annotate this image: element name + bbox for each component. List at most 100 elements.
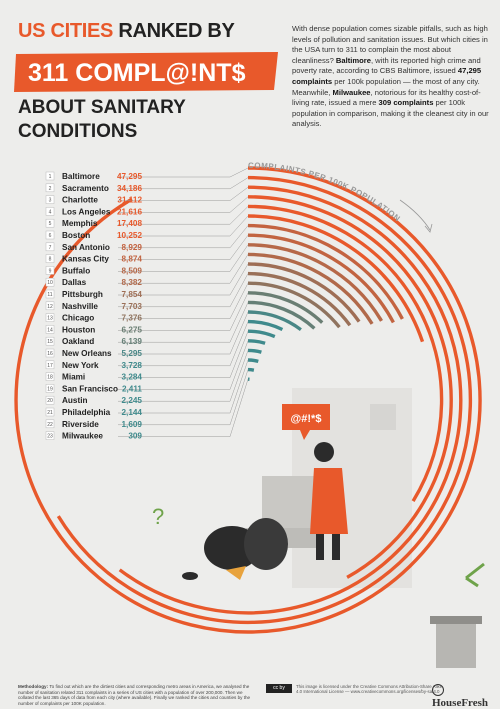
question-mark-icon: ?	[152, 504, 164, 529]
rank-number: 10	[47, 280, 53, 286]
city-label: Houston	[62, 325, 95, 334]
cc-license-badge: cc by	[266, 684, 292, 693]
value-label: 8,509	[122, 266, 143, 275]
radial-bar-chart: @#!*$ ? 1 Baltimore 47,295 2 Sacramento 34,18…	[0, 150, 500, 682]
axis-arrow	[400, 200, 430, 230]
rank-number: 20	[47, 398, 53, 404]
title-banner: 311 COMPL@!NT$	[14, 52, 280, 92]
city-label: San Francisco	[62, 384, 118, 393]
city-label: Kansas City	[62, 255, 109, 264]
intro-highlight: 309 complaints	[379, 98, 434, 107]
arc-bar	[248, 341, 265, 344]
value-label: 2,411	[122, 384, 142, 393]
rat	[182, 572, 198, 580]
intro-highlight: Milwaukee	[333, 88, 371, 97]
methodology-label: Methodology:	[18, 684, 48, 689]
value-label: 3,284	[122, 373, 143, 382]
title-line-3: ABOUT SANITARY CONDITIONS	[18, 96, 248, 144]
city-label: Dallas	[62, 278, 87, 287]
city-label: Boston	[62, 231, 90, 240]
arc-bar	[248, 370, 254, 371]
city-label: Pittsburgh	[62, 290, 103, 299]
city-label: New Orleans	[62, 349, 112, 358]
rank-number: 1	[49, 174, 52, 180]
value-label: 8,929	[122, 243, 143, 252]
value-label: 7,703	[122, 302, 143, 311]
rank-number: 16	[47, 351, 53, 357]
city-label: Philadelphia	[62, 408, 111, 417]
brand-logo: HouseFresh	[432, 684, 500, 709]
rank-number: 8	[49, 257, 52, 263]
city-label: Oakland	[62, 337, 94, 346]
methodology-note: Methodology: To find out which are the d…	[18, 684, 254, 706]
rank-number: 7	[49, 245, 52, 251]
rank-number: 11	[47, 292, 52, 298]
city-label: Chicago	[62, 314, 94, 323]
city-label: Buffalo	[62, 266, 90, 275]
value-label: 5,295	[122, 349, 143, 358]
city-labels: 1 Baltimore 47,295 2 Sacramento 34,186 3 Charlo…	[46, 172, 142, 441]
intro-highlight: Baltimore	[336, 56, 371, 65]
city-label: Los Angeles	[62, 207, 111, 216]
value-label: 309	[128, 432, 142, 441]
rank-number: 13	[47, 316, 53, 322]
person-leg	[332, 534, 340, 560]
value-label: 6,139	[122, 337, 143, 346]
value-label: 21,616	[117, 207, 142, 216]
value-label: 6,275	[122, 325, 143, 334]
rank-number: 14	[47, 327, 53, 333]
license-text: This image is licensed under the Creativ…	[296, 684, 446, 695]
person-head	[314, 442, 334, 462]
rank-number: 23	[47, 434, 53, 440]
rank-number: 18	[47, 375, 53, 381]
intro-paragraph: With dense population comes sizable pitf…	[292, 24, 492, 130]
city-label: Sacramento	[62, 184, 109, 193]
banner-text: 311 COMPL@!NT$	[28, 59, 246, 87]
value-label: 3,728	[122, 361, 143, 370]
rank-number: 17	[47, 363, 53, 369]
arc-bar	[248, 331, 275, 336]
brand-name: HouseFresh	[432, 697, 488, 709]
value-label: 34,186	[117, 184, 142, 193]
rank-number: 21	[47, 410, 53, 416]
title-rest: RANKED BY	[118, 20, 234, 42]
city-label: Riverside	[62, 420, 99, 429]
rank-number: 22	[47, 422, 53, 428]
arc-bar	[248, 302, 314, 328]
value-label: 17,408	[117, 219, 142, 228]
title-line-1: US CITIES RANKED BY	[18, 20, 235, 43]
brand-logo-icon	[432, 684, 444, 696]
rank-number: 4	[49, 209, 52, 215]
value-label: 8,382	[122, 278, 143, 287]
person-leg	[316, 534, 324, 560]
value-label: 1,609	[122, 420, 143, 429]
rank-number: 6	[49, 233, 52, 239]
rank-number: 15	[47, 339, 53, 345]
rank-number: 12	[47, 304, 53, 310]
value-label: 31,112	[117, 196, 142, 205]
speech-bubble-text: @#!*$	[291, 413, 322, 425]
rank-number: 5	[49, 221, 52, 227]
arc-bar	[248, 350, 261, 352]
city-label: Austin	[62, 396, 87, 405]
methodology-text: To find out which are the dirtiest citie…	[18, 684, 250, 706]
arc-bar	[248, 322, 282, 330]
title-accent: US CITIES	[18, 20, 113, 42]
building-window	[370, 404, 396, 430]
trash-can	[436, 624, 476, 668]
city-label: Baltimore	[62, 172, 100, 181]
value-label: 10,252	[117, 231, 142, 240]
value-label: 47,295	[117, 172, 142, 181]
rank-number: 19	[47, 386, 53, 392]
rank-number: 9	[49, 268, 52, 274]
rank-number: 3	[49, 198, 52, 204]
city-label: San Antonio	[62, 243, 110, 252]
trash-can-lid	[430, 616, 482, 624]
city-label: Charlotte	[62, 196, 98, 205]
arc-bar	[248, 293, 322, 323]
city-label: Nashville	[62, 302, 98, 311]
arrow-icon	[466, 564, 484, 586]
rank-number: 2	[49, 186, 52, 192]
value-label: 2,144	[122, 408, 143, 417]
trash-bag	[244, 518, 288, 570]
